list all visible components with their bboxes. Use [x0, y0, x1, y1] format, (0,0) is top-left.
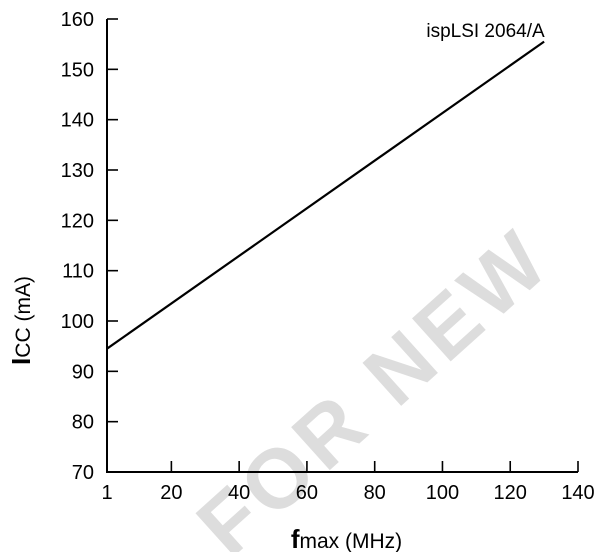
x-tick-label: 60 — [296, 482, 318, 504]
x-tick-label: 80 — [364, 482, 386, 504]
x-axis-label-rest: max (MHz) — [300, 530, 403, 552]
y-tick-label: 150 — [61, 59, 94, 81]
y-axis-label-rest: CC (mA) — [12, 276, 35, 358]
y-tick-label: 110 — [62, 261, 94, 283]
x-tick-label: 120 — [494, 482, 527, 504]
x-axis-label-bold: f — [291, 524, 300, 552]
y-axis-label-bold: I — [6, 358, 36, 365]
x-ticks: 1 20 40 60 80 100 120 140 — [101, 461, 595, 504]
y-tick-label: 140 — [61, 110, 94, 132]
y-tick-label: 70 — [72, 462, 94, 484]
y-tick-label: 120 — [61, 210, 94, 232]
x-tick-label: 40 — [228, 482, 250, 504]
x-axis-label: fmax (MHz) — [291, 524, 402, 552]
series-layer — [106, 40, 545, 350]
x-tick-label: 20 — [160, 482, 182, 504]
x-tick-label: 100 — [426, 482, 459, 504]
y-tick-label: 80 — [72, 412, 94, 434]
series-annotation-label: ispLSI 2064/A — [426, 21, 545, 42]
y-tick-label: 130 — [61, 160, 94, 182]
y-tick-label: 100 — [61, 311, 94, 333]
x-tick-label: 1 — [101, 482, 112, 504]
series-line — [106, 40, 545, 350]
y-tick-label: 90 — [72, 361, 94, 383]
y-ticks: 70 80 90 100 110 120 130 140 150 160 — [61, 9, 118, 484]
x-tick-label: 140 — [561, 482, 594, 504]
y-axis-label: ICC (mA) — [6, 276, 36, 365]
y-tick-label: 160 — [61, 9, 94, 31]
